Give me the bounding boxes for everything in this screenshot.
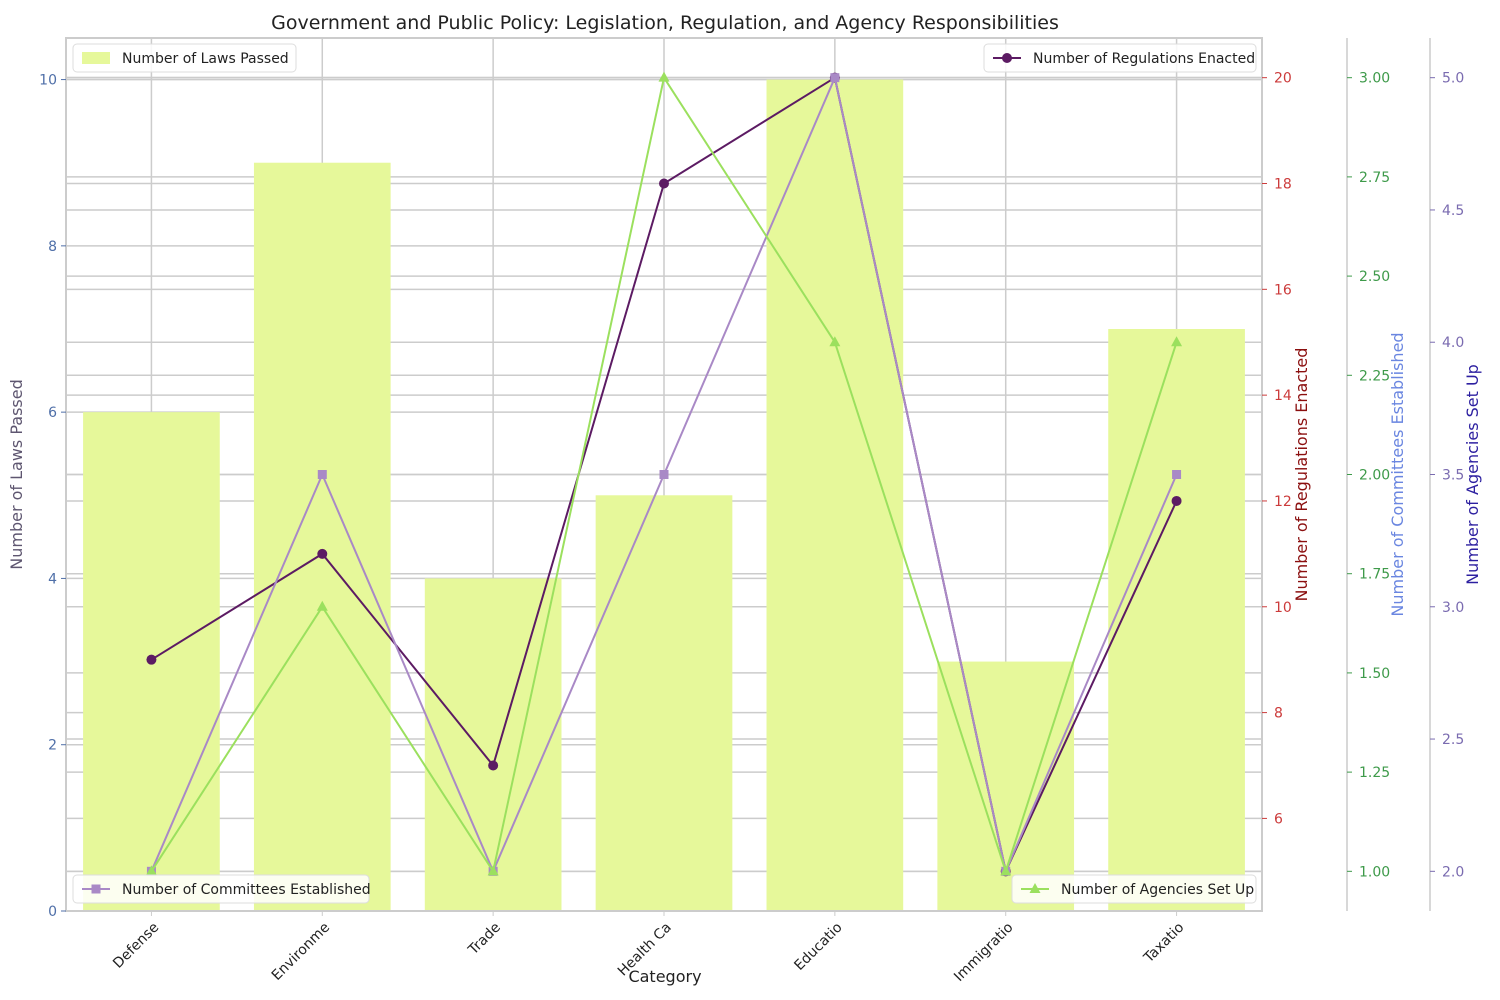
- line-layer: [145, 71, 1183, 877]
- x-tick-label: Trade: [465, 920, 504, 959]
- y-tick-label: 10: [39, 73, 57, 89]
- legend-layer: Number of Laws Passed Number of Regulatio…: [72, 43, 1257, 904]
- point-regulations-enacted: [488, 760, 499, 771]
- point-committees-established: [317, 470, 327, 479]
- y-axis-title: Number of Laws Passed: [7, 379, 26, 570]
- y3-axis-title: Number of Committees Established: [1388, 332, 1407, 616]
- point-regulations-enacted: [659, 178, 669, 189]
- y3-tick-label: 2.25: [1359, 368, 1390, 384]
- x-axis-title: Category: [628, 967, 701, 986]
- bar-laws-passed: [766, 79, 904, 912]
- y4-tick-label: 3.0: [1442, 600, 1464, 616]
- bar-laws-passed: [595, 495, 733, 911]
- point-agencies-set-up: [658, 71, 670, 82]
- y4-tick-label: 2.5: [1442, 732, 1464, 748]
- y3-tick-label: 1.75: [1359, 567, 1390, 583]
- x-tick-label: Defense: [110, 920, 162, 972]
- y2-tick-label: 6: [1274, 811, 1283, 827]
- axis-layer: Defense Environme Trade Health Ca Educatio Im…: [7, 38, 1482, 985]
- y2-tick-label: 18: [1274, 177, 1292, 193]
- legend-label: Number of Committees Established: [122, 882, 371, 898]
- y3-tick-label: 1.25: [1359, 765, 1390, 781]
- y-tick-label: 4: [48, 571, 57, 587]
- y-tick-label: 2: [48, 738, 57, 754]
- y3-tick-label: 1.50: [1359, 666, 1390, 682]
- legend-box: [72, 874, 370, 904]
- y4-tick-label: 2.0: [1442, 864, 1464, 880]
- y2-tick-label: 10: [1274, 600, 1292, 616]
- point-regulations-enacted: [1171, 495, 1182, 506]
- point-committees-established: [659, 470, 669, 479]
- point-regulations-enacted: [146, 654, 157, 665]
- y4-tick-label: 4.5: [1442, 203, 1464, 219]
- y4-axis-title: Number of Agencies Set Up: [1463, 364, 1482, 585]
- legend-label: Number of Regulations Enacted: [1033, 51, 1255, 67]
- y2-tick-label: 8: [1274, 706, 1283, 722]
- point-agencies-set-up: [487, 865, 499, 876]
- point-agencies-set-up: [829, 336, 841, 347]
- legend-box: [1011, 874, 1257, 904]
- chart-title: Government and Public Policy: Legislatio…: [271, 12, 1059, 34]
- y3-tick-label: 2.75: [1359, 170, 1390, 186]
- y3-tick-label: 2.00: [1359, 468, 1390, 484]
- x-tick-label: Environme: [269, 920, 333, 984]
- y3-tick-label: 1.00: [1359, 864, 1390, 880]
- y3-tick-label: 2.50: [1359, 269, 1390, 285]
- x-tick-label: Taxatio: [1140, 920, 1187, 967]
- y-tick-label: 0: [48, 904, 57, 920]
- bar-laws-passed: [424, 578, 562, 911]
- legend-swatch-bar: [82, 52, 110, 64]
- legend-box: [983, 43, 1257, 73]
- point-agencies-set-up: [1171, 336, 1183, 347]
- y-tick-label: 8: [48, 239, 57, 255]
- legend-label: Number of Laws Passed: [122, 51, 289, 67]
- y4-tick-label: 3.5: [1442, 468, 1464, 484]
- bar-laws-passed: [1108, 329, 1245, 911]
- legend-label: Number of Agencies Set Up: [1061, 882, 1254, 898]
- y3-tick-label: 3.00: [1359, 71, 1390, 87]
- point-regulations-enacted: [317, 548, 328, 559]
- y2-tick-label: 16: [1274, 282, 1292, 298]
- bar-layer: [83, 79, 1245, 912]
- x-tick-label: Immigratio: [951, 920, 1016, 985]
- bar-laws-passed: [253, 162, 391, 911]
- y2-tick-label: 14: [1274, 388, 1292, 404]
- point-agencies-set-up: [316, 600, 328, 611]
- y2-tick-label: 20: [1274, 71, 1292, 87]
- y4-tick-label: 4.0: [1442, 335, 1464, 351]
- x-tick-label: Educatio: [791, 920, 845, 974]
- legend-swatch-marker: [1029, 883, 1041, 893]
- point-committees-established: [1172, 470, 1182, 479]
- legend-box: [72, 43, 297, 73]
- y2-tick-label: 12: [1274, 494, 1292, 510]
- legend-swatch-marker: [1002, 53, 1012, 63]
- y-tick-label: 6: [48, 405, 57, 421]
- point-committees-established: [830, 73, 840, 83]
- y2-axis-title: Number of Regulations Enacted: [1292, 348, 1311, 602]
- point-agencies-set-up: [145, 865, 157, 876]
- y4-tick-label: 5.0: [1442, 71, 1464, 87]
- point-agencies-set-up: [1000, 865, 1012, 876]
- legend-swatch-marker: [91, 884, 101, 894]
